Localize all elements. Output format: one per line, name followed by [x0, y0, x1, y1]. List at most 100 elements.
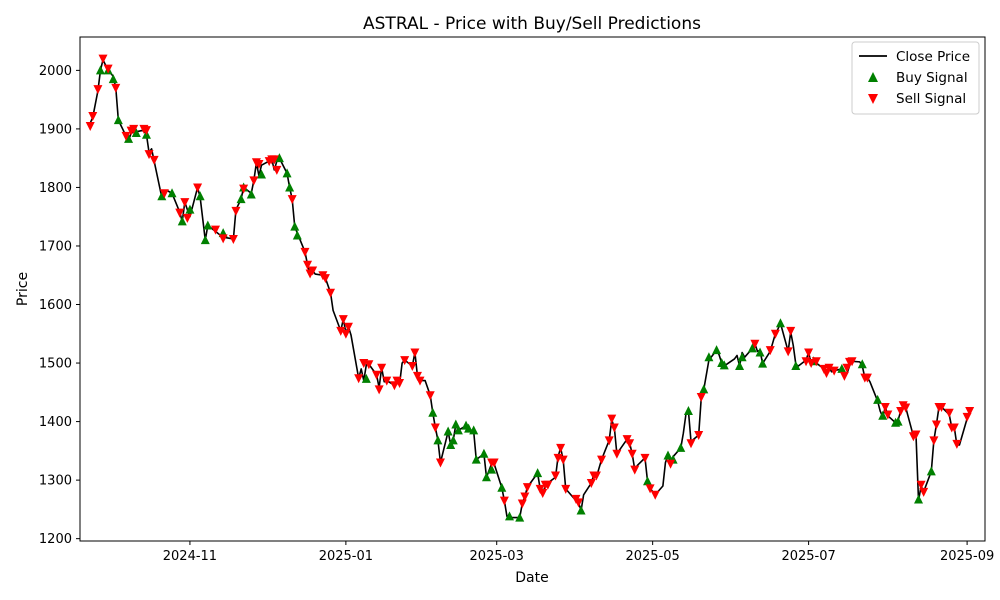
buy-signal-marker — [775, 318, 785, 328]
buy-signal-marker — [735, 360, 745, 370]
sell-signal-marker — [558, 455, 568, 465]
buy-signal-marker — [124, 133, 134, 143]
buy-signal-marker — [576, 505, 586, 515]
sell-signal-marker — [630, 465, 640, 475]
buy-signal-marker — [791, 360, 801, 370]
buy-signal-marker — [443, 426, 453, 436]
sell-signal-marker — [804, 348, 814, 358]
buy-signal-marker — [95, 65, 105, 75]
sell-signal-marker — [159, 189, 169, 199]
sell-signal-marker — [88, 112, 98, 122]
legend-sell-marker — [868, 94, 878, 104]
sell-signal-marker — [824, 363, 834, 373]
sell-signal-marker — [129, 124, 139, 134]
sell-signal-marker — [607, 414, 617, 424]
buy-signal-marker — [643, 476, 653, 486]
buy-signal-marker — [167, 188, 177, 198]
sell-signal-marker — [686, 439, 696, 449]
chart-title: ASTRAL - Price with Buy/Sell Predictions — [363, 14, 701, 34]
sell-signal-marker — [249, 176, 259, 186]
buy-signal-marker — [285, 182, 295, 192]
buy-signal-marker — [290, 221, 300, 231]
sell-signal-marker — [765, 346, 775, 356]
x-tick-label: 2025-07 — [781, 549, 835, 564]
x-axis: 2024-11 2025-01 2025-03 2025-05 2025-07 2025-… — [163, 541, 994, 564]
sell-signal-marker — [308, 266, 318, 276]
sell-signal-marker — [786, 326, 796, 336]
sell-signal-marker — [269, 155, 279, 165]
buy-signal-marker — [515, 512, 525, 522]
sell-signal-marker — [911, 430, 921, 440]
sell-signal-marker — [407, 361, 417, 371]
y-tick-label: 1500 — [39, 357, 72, 372]
sell-signal-marker — [111, 83, 121, 93]
buy-signal-marker — [428, 407, 438, 417]
buy-signal-marker — [487, 464, 497, 474]
buy-signal-marker — [446, 440, 456, 449]
sell-signal-marker — [228, 234, 238, 244]
sell-signal-marker — [880, 402, 890, 412]
buy-signal-marker — [857, 359, 867, 369]
sell-signal-marker — [239, 184, 249, 194]
sell-signal-marker — [141, 126, 151, 136]
sell-signal-marker — [591, 471, 601, 481]
buy-signal-marker — [481, 472, 491, 482]
buy-signal-marker — [758, 358, 768, 368]
sell-signal-marker — [750, 339, 760, 349]
buy-signal-marker — [893, 416, 903, 426]
buy-signal-marker — [453, 425, 463, 435]
axes-frame — [79, 36, 986, 542]
sell-signal-marker — [839, 371, 849, 381]
y-axis-label: Price — [15, 272, 31, 306]
sell-signal-marker — [341, 329, 351, 339]
buy-signal-marker — [195, 191, 205, 201]
sell-signal-marker — [883, 410, 893, 420]
sell-signal-marker — [847, 357, 857, 367]
sell-signal-marker — [627, 449, 637, 459]
sell-signal-marker — [586, 479, 596, 489]
buy-signal-marker — [712, 345, 722, 355]
buy-signal-marker — [108, 74, 118, 84]
sell-signal-marker — [354, 374, 364, 384]
sell-signal-marker — [193, 183, 203, 193]
buy-signal-marker — [676, 442, 686, 452]
y-tick-label: 1600 — [39, 298, 72, 313]
sell-signal-marker — [93, 85, 103, 95]
sell-signal-marker — [640, 453, 650, 463]
buy-signal-marker — [878, 410, 888, 420]
buy-signal-marker — [131, 128, 141, 137]
sell-signal-marker — [182, 213, 192, 223]
sell-signal-marker — [435, 458, 445, 468]
sell-signal-marker — [574, 498, 584, 508]
buy-signal-marker — [837, 363, 847, 373]
sell-signal-marker — [338, 315, 348, 325]
sell-signal-marker — [965, 407, 975, 417]
sell-signal-marker — [666, 459, 676, 469]
sell-signal-marker — [770, 329, 780, 339]
sell-signal-marker — [210, 225, 220, 235]
buy-signal-marker — [471, 454, 481, 464]
sell-signal-marker — [430, 423, 440, 433]
sell-signal-marker — [272, 165, 282, 175]
sell-signal-marker — [650, 490, 660, 500]
sell-signal-marker — [103, 64, 113, 74]
buy-signal-marker — [704, 352, 714, 362]
sell-signal-marker — [551, 471, 561, 481]
sell-signal-marker — [175, 208, 185, 218]
buy-signal-marker — [926, 466, 936, 476]
plot-area — [85, 54, 975, 522]
buy-signal-marker — [914, 494, 924, 504]
sell-signal-marker — [326, 288, 336, 298]
sell-signal-marker — [517, 499, 527, 509]
sell-signal-marker — [343, 322, 353, 332]
y-tick-label: 1800 — [39, 181, 72, 196]
sell-signal-marker — [944, 408, 954, 418]
buy-signal-marker — [755, 347, 765, 357]
buy-signal-marker — [203, 220, 213, 230]
buy-signal-marker — [464, 423, 474, 433]
x-tick-label: 2025-09 — [940, 549, 994, 564]
buy-signal-marker — [504, 511, 514, 521]
buy-signal-marker — [737, 352, 747, 362]
y-tick-label: 1900 — [39, 122, 72, 137]
